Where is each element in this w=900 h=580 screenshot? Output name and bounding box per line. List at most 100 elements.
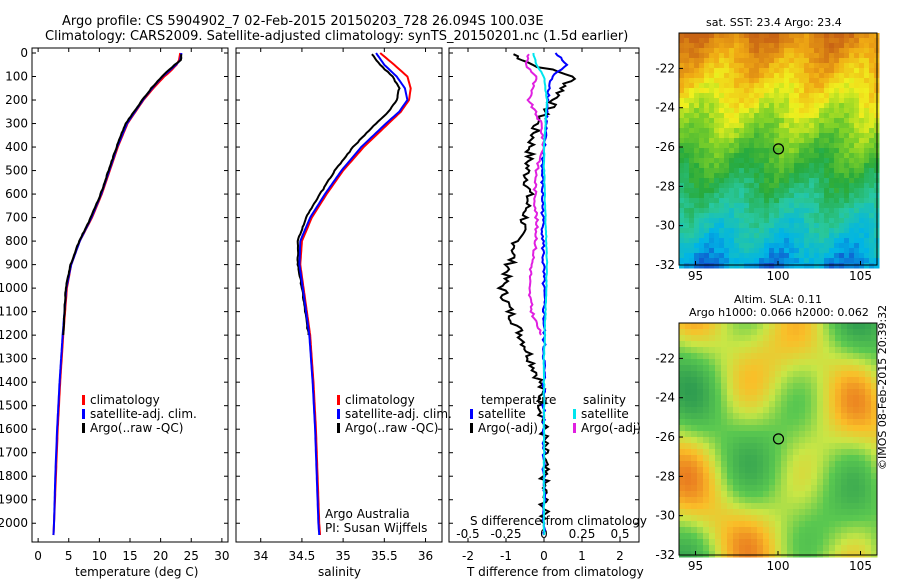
map-cell [809, 113, 815, 119]
map-cell [749, 173, 755, 179]
map-cell [709, 218, 715, 224]
map-cell [745, 449, 752, 456]
map-cell [871, 461, 878, 468]
map-cell [769, 243, 775, 249]
y-tick-label: 0 [20, 46, 28, 60]
map-cell [817, 365, 824, 372]
map-cell [819, 53, 825, 59]
map-cell [714, 138, 720, 144]
map-cell [689, 73, 695, 79]
map-cell [864, 193, 870, 199]
map-cell [841, 527, 848, 534]
map-cell [679, 68, 685, 74]
map-cell [691, 371, 698, 378]
map-cell [679, 228, 685, 234]
map-cell [799, 168, 805, 174]
map-cell [775, 347, 782, 354]
map-cell [749, 33, 755, 39]
map-cell [859, 491, 866, 498]
map-cell [727, 443, 734, 450]
map-cell [829, 33, 835, 39]
map-cell [721, 329, 728, 336]
map-cell [819, 73, 825, 79]
legend-swatch-blue [82, 409, 85, 419]
map-cell [729, 218, 735, 224]
map-cell [819, 43, 825, 49]
map-cell [679, 491, 686, 498]
map-cell [744, 43, 750, 49]
map-cell [794, 93, 800, 99]
map-cell [859, 33, 865, 39]
map-cell [679, 515, 686, 522]
map-cell [733, 515, 740, 522]
map-cell [817, 491, 824, 498]
map-cell [754, 158, 760, 164]
map-cell [704, 188, 710, 194]
map-cell [775, 455, 782, 462]
map-cell [754, 143, 760, 149]
map-cell [689, 118, 695, 124]
map-cell [824, 48, 830, 54]
map-cell [759, 118, 765, 124]
map-cell [757, 389, 764, 396]
map-cell [799, 138, 805, 144]
map-cell [739, 479, 746, 486]
map-cell [864, 103, 870, 109]
map-cell [817, 425, 824, 432]
map-cell [739, 359, 746, 366]
map-cell [811, 443, 818, 450]
y-tick-label: 1400 [0, 375, 28, 389]
map-cell [715, 425, 722, 432]
map-cell [709, 198, 715, 204]
map-cell [779, 93, 785, 99]
map-cell [759, 143, 765, 149]
map-cell [811, 473, 818, 480]
map-cell [775, 509, 782, 516]
map-cell [829, 173, 835, 179]
map-cell [811, 383, 818, 390]
map-cell [679, 533, 686, 540]
map-cell [787, 401, 794, 408]
map-cell [697, 497, 704, 504]
map-cell [853, 431, 860, 438]
map-cell [869, 98, 875, 104]
map-cell [817, 515, 824, 522]
map-cell [754, 53, 760, 59]
map-cell [859, 188, 865, 194]
map-cell [804, 78, 810, 84]
map-cell [733, 329, 740, 336]
map-cell [774, 108, 780, 114]
map-cell [749, 103, 755, 109]
map-cell [859, 479, 866, 486]
map-cell [749, 263, 755, 269]
map-cell [745, 503, 752, 510]
map-cell [839, 78, 845, 84]
map-cell [684, 188, 690, 194]
credit-line1: Argo Australia [325, 507, 410, 521]
map-cell [745, 431, 752, 438]
map-cell [697, 491, 704, 498]
map-cell [794, 78, 800, 84]
map-cell [769, 73, 775, 79]
map-cell [714, 128, 720, 134]
map-cell [694, 263, 700, 269]
map-cell [739, 68, 745, 74]
map-cell [757, 497, 764, 504]
map-cell [764, 133, 770, 139]
map-cell [739, 38, 745, 44]
map-cell [839, 173, 845, 179]
map-cell [794, 203, 800, 209]
map-cell [809, 93, 815, 99]
map-cell [694, 178, 700, 184]
map-cell [684, 258, 690, 264]
map-cell [859, 123, 865, 129]
map-cell [684, 103, 690, 109]
map-cell [685, 401, 692, 408]
map-cell [805, 407, 812, 414]
map-cell [804, 168, 810, 174]
map-cell [724, 238, 730, 244]
map-cell [784, 33, 790, 39]
map-cell [733, 359, 740, 366]
map-cell [691, 425, 698, 432]
map-cell [719, 83, 725, 89]
